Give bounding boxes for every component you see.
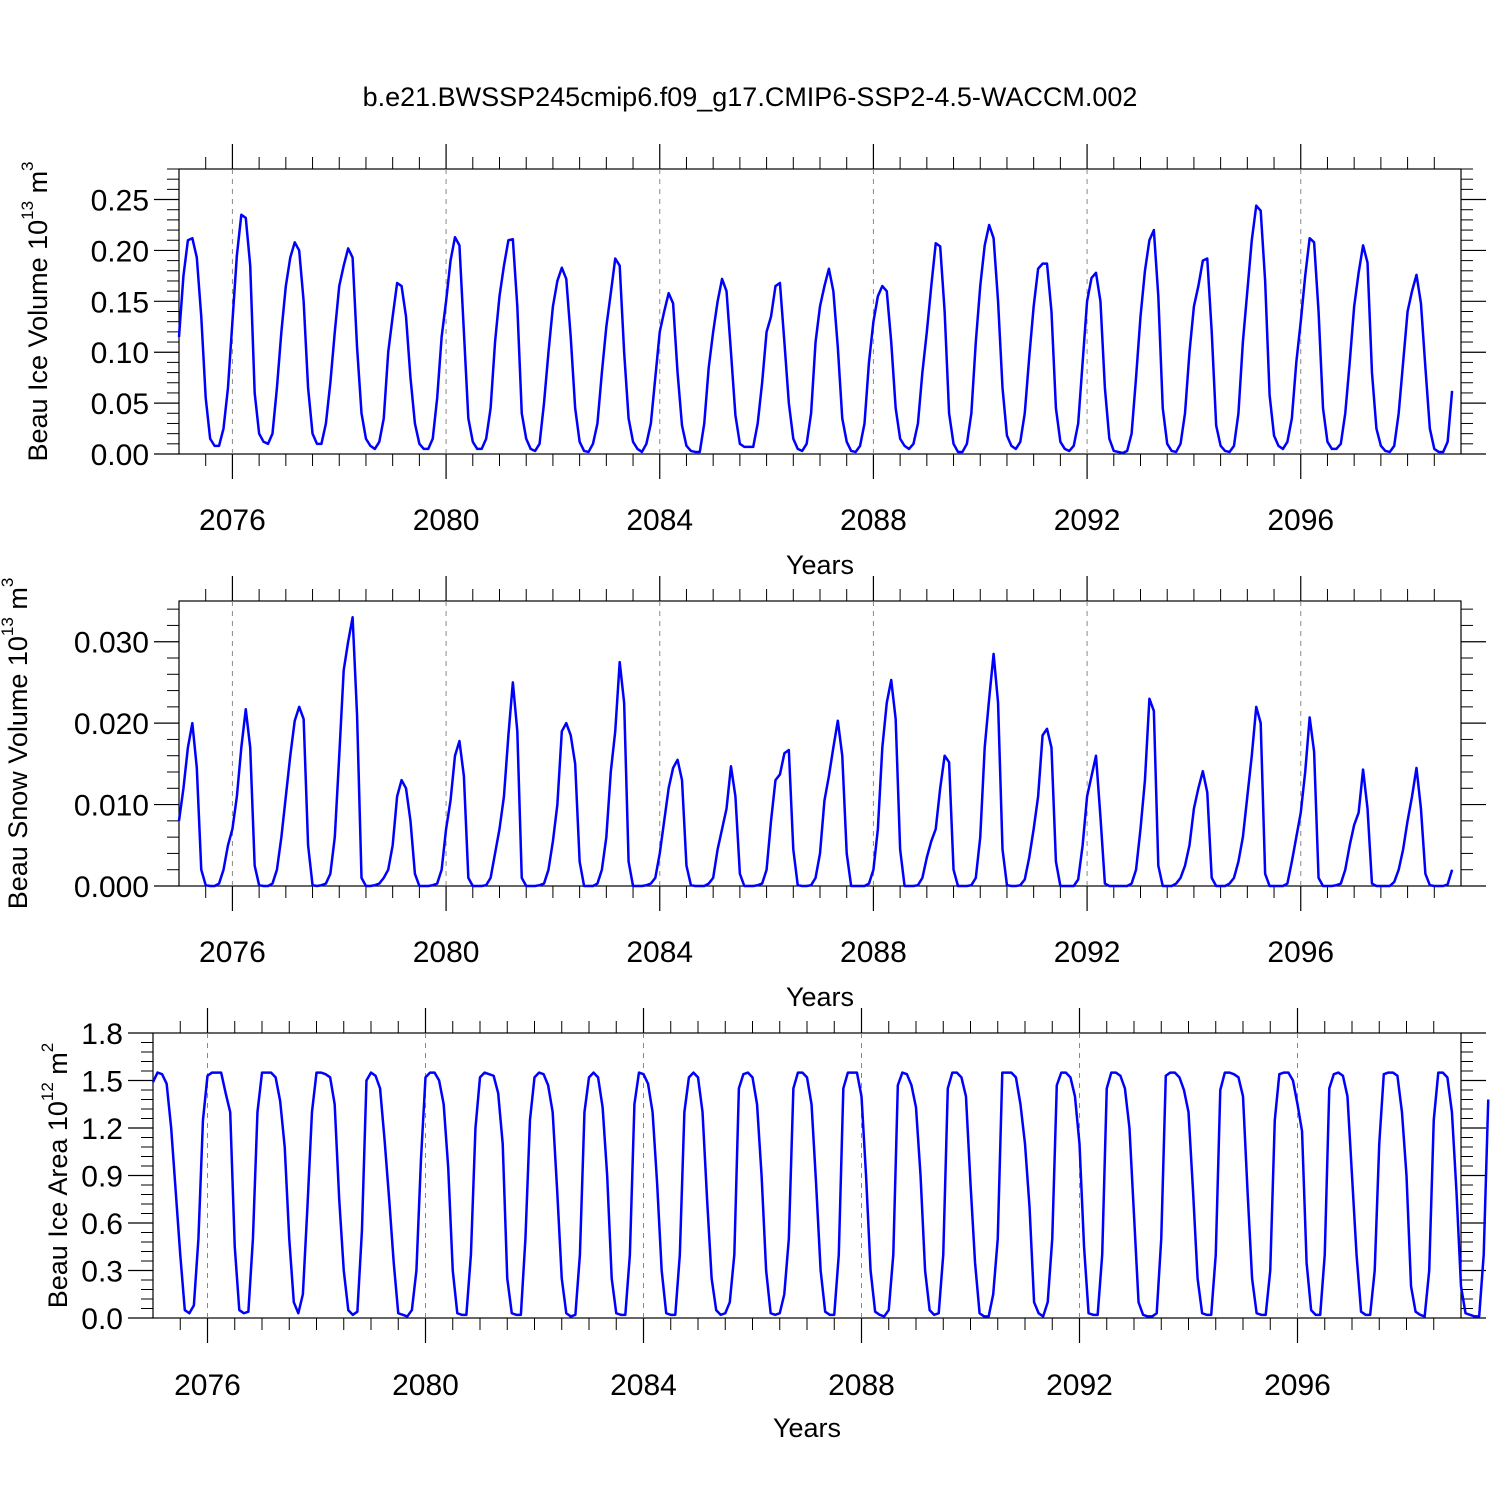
x-tick-label: 2088: [828, 1369, 895, 1402]
x-tick-label: 2096: [1264, 1369, 1331, 1402]
ice-volume-panel: 0.00 0.05 0.10 0.15 0.20 0.25 2076 2080 2084 208…: [18, 144, 1486, 580]
series-line: [151, 1071, 1490, 1318]
axis-ticks: [154, 576, 1486, 911]
x-tick-label: 2084: [626, 936, 693, 969]
y-tick-label: 0.15: [91, 286, 149, 319]
x-tick-label: 2080: [413, 936, 480, 969]
y-tick-label: 0.6: [81, 1208, 123, 1241]
y-tick-label: 1.2: [81, 1113, 123, 1146]
x-tick-label: 2092: [1054, 504, 1121, 537]
y-tick-label: 0.020: [74, 708, 149, 741]
x-tick-label: 2080: [392, 1369, 459, 1402]
data-series: [151, 1071, 1490, 1318]
y-tick-labels: 0.000 0.010 0.020 0.030: [74, 627, 149, 904]
vertical-dashed-gridlines: [231, 601, 1302, 886]
y-axis-label: Beau Snow Volume 1013 m3: [0, 578, 33, 910]
x-tick-label: 2096: [1267, 504, 1334, 537]
y-axis-label-unit-exponent: 3: [0, 578, 17, 587]
x-tick-label: 2076: [199, 504, 266, 537]
x-tick-label: 2076: [199, 936, 266, 969]
y-axis-label-unit-exponent: 2: [38, 1043, 57, 1052]
y-axis-label-exponent: 13: [0, 617, 17, 636]
ice-area-panel: 0.00.30.60.91.21.51.8 2076 2080 2084 2088 20…: [38, 1008, 1490, 1443]
x-axis-label: Years: [786, 982, 854, 1012]
x-tick-labels: 2076 2080 2084 2088 2092 2096: [174, 1369, 1331, 1402]
x-tick-labels: 2076 2080 2084 2088 2092 2096: [199, 504, 1334, 537]
y-axis-label: Beau Ice Volume 1013 m3: [18, 161, 53, 461]
x-tick-label: 2076: [174, 1369, 241, 1402]
x-tick-labels: 2076 2080 2084 2088 2092 2096: [199, 936, 1334, 969]
y-tick-label: 0.20: [91, 235, 149, 268]
y-tick-label: 0.25: [91, 185, 149, 218]
y-axis-label-exponent: 12: [38, 1082, 57, 1101]
x-tick-label: 2084: [610, 1369, 677, 1402]
y-tick-labels: 0.0 0.3 0.6 0.9 1.2 1.5 1.8: [81, 1018, 123, 1336]
y-tick-label: 0.10: [91, 337, 149, 370]
axis-ticks: [128, 1008, 1486, 1343]
x-axis-label: Years: [773, 1413, 841, 1443]
y-axis-label-main: Beau Ice Volume 10: [23, 220, 53, 462]
snow-volume-panel: 0.000 0.010 0.020 0.030 2076 2080 2084 2088 209…: [0, 576, 1486, 1012]
figure-title: b.e21.BWSSP245cmip6.f09_g17.CMIP6-SSP2-4…: [363, 82, 1138, 112]
y-axis-label-unit: m: [23, 171, 53, 201]
y-tick-label: 0.010: [74, 790, 149, 823]
x-tick-label: 2088: [840, 936, 907, 969]
y-tick-label: 0.9: [81, 1161, 123, 1194]
x-tick-label: 2080: [413, 504, 480, 537]
x-tick-label: 2096: [1267, 936, 1334, 969]
y-axis-label-unit: m: [3, 587, 33, 617]
y-tick-label: 0.00: [91, 439, 149, 472]
y-tick-label: 1.8: [81, 1018, 123, 1051]
y-tick-label: 0.0: [81, 1303, 123, 1336]
y-tick-label: 0.030: [74, 627, 149, 660]
axis-ticks: [154, 144, 1486, 479]
y-tick-labels: 0.00 0.05 0.10 0.15 0.20 0.25: [91, 185, 149, 472]
y-tick-label: 0.3: [81, 1256, 123, 1289]
series-line: [177, 204, 1454, 455]
y-axis-label-unit: m: [43, 1052, 73, 1082]
y-axis-label-main: Beau Ice Area 10: [43, 1101, 73, 1308]
x-tick-label: 2092: [1054, 936, 1121, 969]
y-axis-label: Beau Ice Area 1012 m2: [38, 1043, 73, 1309]
series-line: [177, 616, 1454, 888]
y-axis-label-main: Beau Snow Volume 10: [3, 636, 33, 909]
y-axis-label-exponent: 13: [18, 201, 37, 220]
data-series: [177, 204, 1454, 455]
data-series: [177, 616, 1454, 888]
x-axis-label: Years: [786, 550, 854, 580]
y-tick-label: 1.5: [81, 1066, 123, 1099]
vertical-dashed-gridlines: [207, 1033, 1298, 1318]
x-tick-label: 2088: [840, 504, 907, 537]
y-tick-label: 0.05: [91, 388, 149, 421]
y-axis-label-unit-exponent: 3: [18, 161, 37, 170]
x-tick-label: 2084: [626, 504, 693, 537]
y-tick-label: 0.000: [74, 871, 149, 904]
x-tick-label: 2092: [1046, 1369, 1113, 1402]
